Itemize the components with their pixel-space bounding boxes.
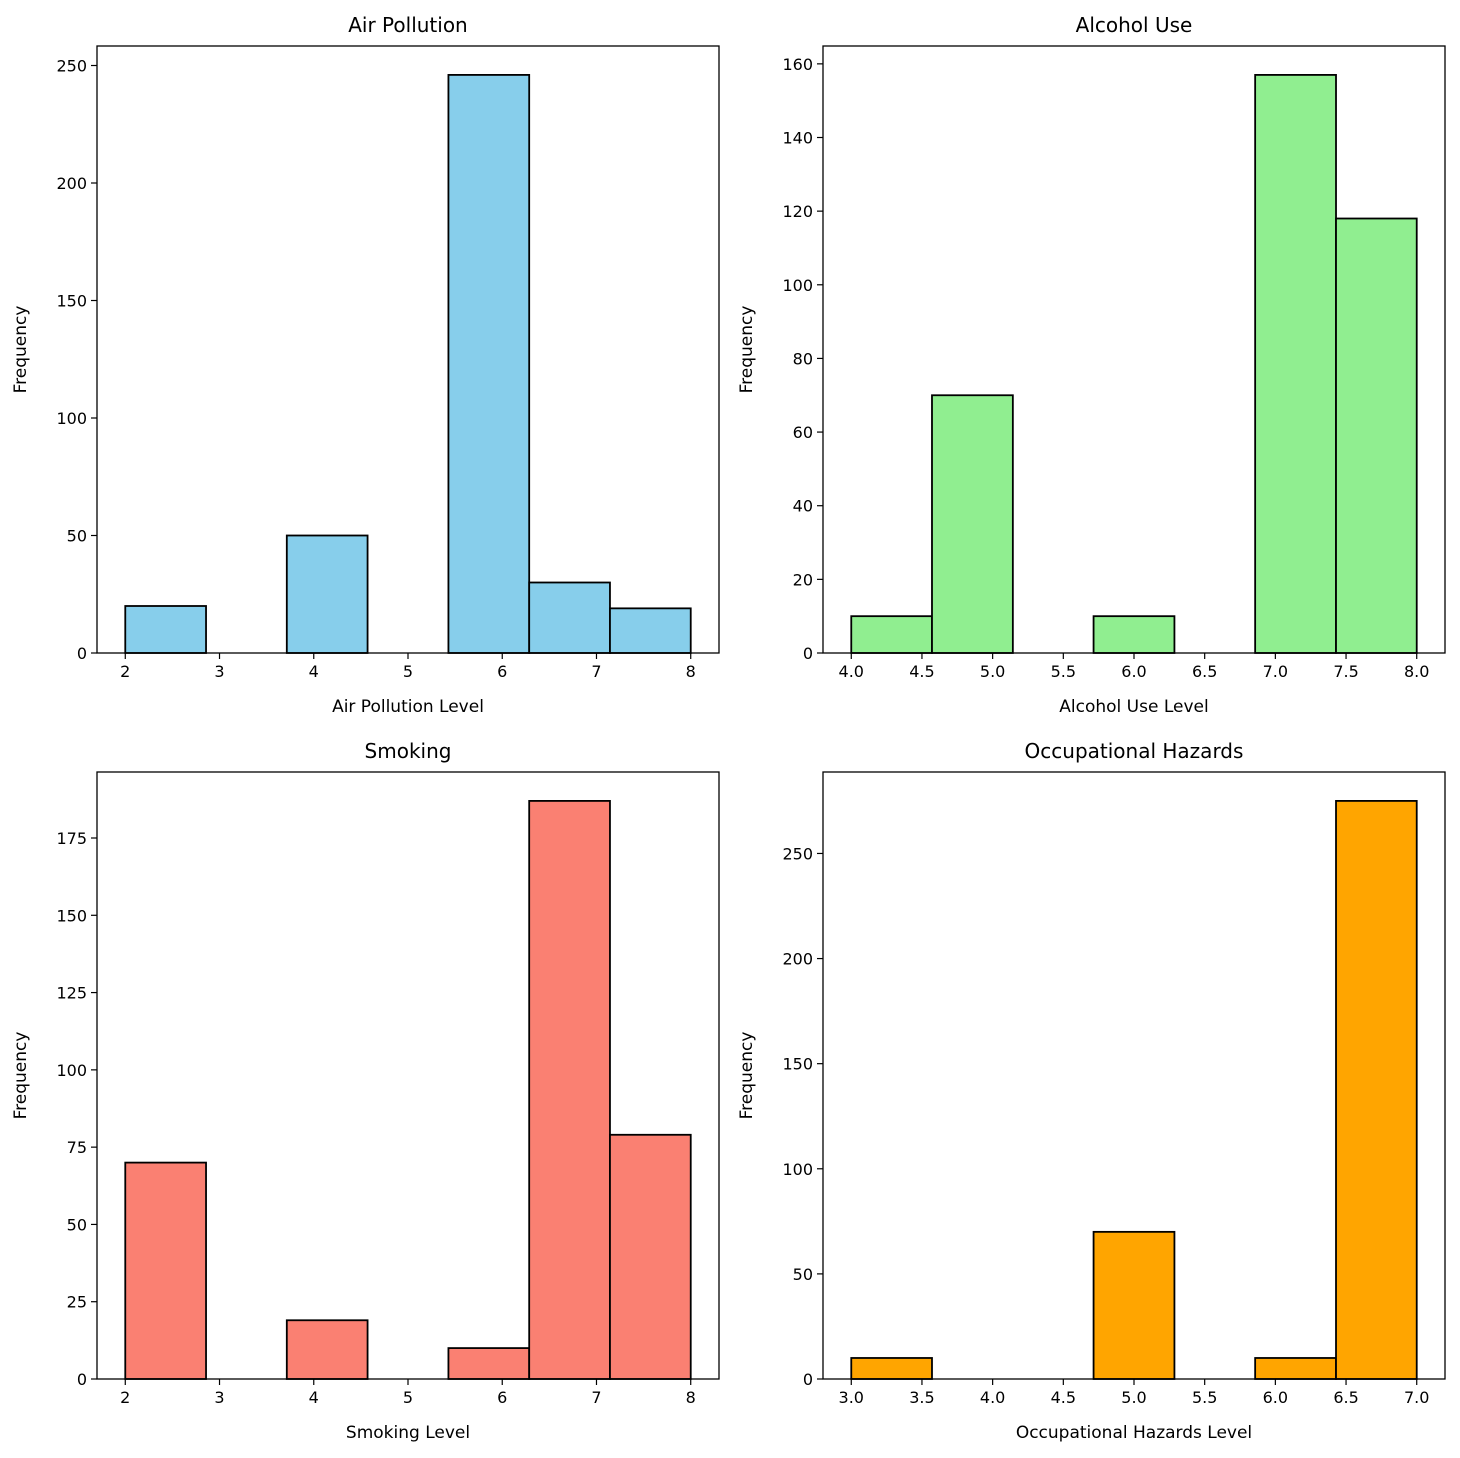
x-tick-label: 7 xyxy=(591,1388,601,1407)
histogram-bar xyxy=(931,394,1014,654)
y-tick-label: 0 xyxy=(77,644,87,663)
y-tick-label: 100 xyxy=(782,1160,813,1179)
y-axis-label: Frequency xyxy=(737,306,757,394)
histogram-bar xyxy=(1092,615,1176,654)
y-tick-label: 40 xyxy=(793,497,813,516)
y-axis-label: Frequency xyxy=(737,1032,757,1120)
x-tick-label: 8 xyxy=(686,1388,696,1407)
x-axis-label: Smoking Level xyxy=(346,1423,470,1443)
y-tick-label: 125 xyxy=(56,984,87,1003)
y-axis-label: Frequency xyxy=(11,306,31,394)
subplot-1: 2 3 4 5 6 7 8 0 50 100 150 200 250 Air Pollution Air P… xyxy=(11,13,720,717)
histogram-bar xyxy=(285,534,369,654)
y-tick-label: 200 xyxy=(56,174,87,193)
x-tick-label: 6.0 xyxy=(1263,1388,1288,1407)
y-tick-label: 175 xyxy=(56,829,87,848)
subplot-2: 4.0 4.5 5.0 5.5 6.0 6.5 7.0 7.5 8.0 0 20 40 60 80 100 1… xyxy=(737,13,1446,717)
histogram-bar xyxy=(124,605,207,654)
y-tick-label: 150 xyxy=(56,906,87,925)
x-axis-label: Alcohol Use Level xyxy=(1059,697,1208,717)
histogram-bar xyxy=(1335,800,1418,1380)
histogram-bar xyxy=(850,615,933,654)
y-tick-label: 0 xyxy=(803,644,813,663)
y-axis-label: Frequency xyxy=(11,1032,31,1120)
histogram-bar xyxy=(850,1357,933,1380)
histogram-bar xyxy=(528,800,611,1380)
x-tick-label: 6.5 xyxy=(1333,1388,1358,1407)
histogram-bar xyxy=(285,1319,369,1380)
x-tick-label: 3 xyxy=(214,662,224,681)
subplot-3: 2 3 4 5 6 7 8 0 25 50 75 100 125 150 175 Smoking Smoking… xyxy=(11,739,720,1443)
x-tick-label: 5 xyxy=(403,1388,413,1407)
y-tick-label: 100 xyxy=(56,1061,87,1080)
y-tick-label: 50 xyxy=(67,527,87,546)
x-tick-label: 6 xyxy=(497,1388,507,1407)
x-tick-label: 4 xyxy=(309,1388,319,1407)
y-tick-label: 0 xyxy=(77,1370,87,1389)
y-tick-label: 150 xyxy=(782,1055,813,1074)
x-tick-label: 2 xyxy=(120,662,130,681)
y-tick-label: 250 xyxy=(782,844,813,863)
subplot-4: 3.0 3.5 4.0 4.5 5.0 5.5 6.0 6.5 7.0 0 50 100 150 200 2… xyxy=(737,739,1446,1443)
histogram-bar xyxy=(124,1161,207,1380)
y-tick-label: 75 xyxy=(67,1138,87,1157)
x-axis-label: Air Pollution Level xyxy=(332,697,484,717)
y-tick-label: 50 xyxy=(793,1265,813,1284)
x-tick-label: 5.5 xyxy=(1051,662,1076,681)
x-tick-label: 7 xyxy=(591,662,601,681)
y-tick-label: 0 xyxy=(803,1370,813,1389)
y-tick-label: 250 xyxy=(56,57,87,76)
histogram-bar xyxy=(528,581,611,654)
x-tick-label: 8.0 xyxy=(1404,662,1429,681)
y-tick-label: 160 xyxy=(782,55,813,74)
x-tick-label: 7.0 xyxy=(1263,662,1288,681)
x-tick-label: 7.0 xyxy=(1404,1388,1429,1407)
histogram-bar xyxy=(1335,217,1418,654)
histogram-bar xyxy=(609,1133,692,1380)
x-tick-label: 4.0 xyxy=(980,1388,1005,1407)
subplot-title: Occupational Hazards xyxy=(1025,739,1244,763)
histogram-bar xyxy=(1254,74,1337,654)
x-tick-label: 4 xyxy=(309,662,319,681)
y-tick-label: 100 xyxy=(56,409,87,428)
x-tick-label: 2 xyxy=(120,1388,130,1407)
y-tick-label: 200 xyxy=(782,950,813,969)
x-tick-label: 5.5 xyxy=(1192,1388,1217,1407)
y-tick-label: 50 xyxy=(67,1215,87,1234)
x-tick-label: 4.0 xyxy=(839,662,864,681)
y-tick-label: 60 xyxy=(793,423,813,442)
x-tick-label: 8 xyxy=(686,662,696,681)
x-tick-label: 3 xyxy=(214,1388,224,1407)
histogram-bar xyxy=(447,1347,531,1380)
y-tick-label: 25 xyxy=(67,1293,87,1312)
subplot-title: Alcohol Use xyxy=(1076,13,1193,37)
histogram-bar xyxy=(1254,1357,1337,1380)
x-tick-label: 6.0 xyxy=(1121,662,1146,681)
x-tick-label: 4.5 xyxy=(1051,1388,1076,1407)
y-tick-label: 150 xyxy=(56,292,87,311)
subplot-title: Air Pollution xyxy=(348,13,468,37)
histogram-bar xyxy=(1092,1230,1176,1380)
y-tick-label: 140 xyxy=(782,129,813,148)
x-tick-label: 3.5 xyxy=(909,1388,934,1407)
x-tick-label: 5.0 xyxy=(1121,1388,1146,1407)
x-tick-label: 4.5 xyxy=(909,662,934,681)
y-tick-label: 120 xyxy=(782,202,813,221)
y-tick-label: 80 xyxy=(793,349,813,368)
x-tick-label: 3.0 xyxy=(839,1388,864,1407)
axes-frame xyxy=(96,45,720,654)
histogram-bar xyxy=(447,74,531,654)
x-tick-label: 5 xyxy=(403,662,413,681)
subplot-title: Smoking xyxy=(365,739,452,763)
x-axis-label: Occupational Hazards Level xyxy=(1016,1423,1252,1443)
x-tick-label: 7.5 xyxy=(1333,662,1358,681)
histogram-bar xyxy=(609,607,692,654)
y-tick-label: 100 xyxy=(782,276,813,295)
y-tick-label: 20 xyxy=(793,570,813,589)
x-tick-label: 6.5 xyxy=(1192,662,1217,681)
x-tick-label: 6 xyxy=(497,662,507,681)
x-tick-label: 5.0 xyxy=(980,662,1005,681)
